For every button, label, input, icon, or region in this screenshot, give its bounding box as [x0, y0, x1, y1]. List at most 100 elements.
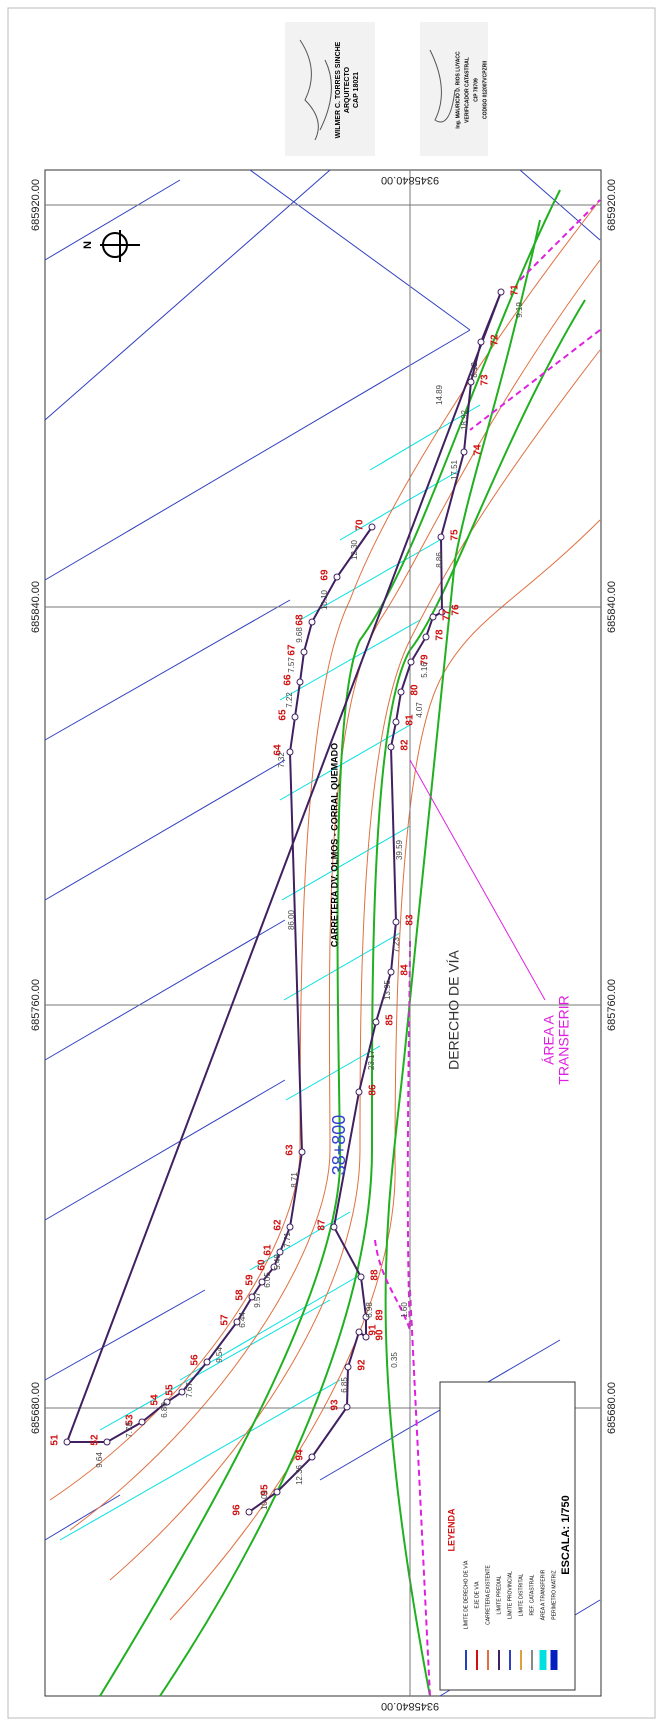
legend-item: CARRETERA EXISTENTE: [485, 1564, 491, 1624]
point-label: 51: [50, 1434, 61, 1446]
point-marker: [296, 678, 304, 686]
north-letter: N: [82, 241, 94, 249]
distance-label: 6.80: [160, 1402, 169, 1418]
coord-label: 685680.00: [606, 1382, 618, 1434]
signature-text: CIP 78709: [473, 78, 479, 102]
point-label: 71: [510, 284, 521, 296]
point-marker: [273, 1488, 281, 1496]
distance-label: 8.71: [290, 1172, 299, 1188]
point-marker: [344, 1363, 352, 1371]
distance-label: 9.54: [215, 1347, 224, 1363]
point-marker: [407, 658, 415, 666]
point-label: 60: [257, 1259, 268, 1271]
point-marker: [497, 288, 505, 296]
right-of-way: DERECHO DE VÍA: [446, 949, 462, 1069]
distance-label: 7.22: [285, 692, 294, 708]
point-label: 65: [278, 709, 289, 721]
coord-label: 685840.00: [606, 581, 618, 633]
signature-text: CAP 18021: [353, 72, 360, 108]
point-marker: [357, 1273, 365, 1281]
point-label: 90: [375, 1329, 386, 1341]
road-edges: [99, 189, 586, 1697]
point-marker: [355, 1328, 363, 1336]
point-label: 69: [320, 569, 331, 581]
distance-label: 6.85: [340, 1377, 349, 1393]
leader-line: [409, 759, 546, 1001]
signature-box: [285, 22, 375, 156]
legend-title: LEYENDA: [446, 1508, 456, 1552]
point-label: 87: [317, 1219, 328, 1231]
point-label: 56: [190, 1354, 201, 1366]
point-marker: [258, 1278, 266, 1286]
signature-box: [420, 22, 488, 156]
distance-label: 23.17: [367, 1049, 376, 1070]
point-marker: [178, 1388, 186, 1396]
distance-label: 17.51: [450, 459, 459, 480]
point-label: 80: [410, 684, 421, 696]
distance-label: 4.07: [415, 702, 424, 718]
point-label: 64: [273, 744, 284, 756]
point-label: 91: [368, 1324, 379, 1336]
distance-label: 9.57: [253, 1292, 262, 1308]
point-marker: [286, 748, 294, 756]
signature-text: VERIFICADOR CATASTRAL: [464, 57, 470, 123]
point-label: 81: [405, 714, 416, 726]
point-marker: [362, 1333, 370, 1341]
distance-label: 7.32: [277, 752, 286, 768]
distance-label: 5.48: [273, 1254, 282, 1270]
point-marker: [343, 1403, 351, 1411]
signature-text: CODIGO 012007VCPZRII: [482, 60, 488, 119]
coord-label: 9345840.00: [381, 174, 439, 186]
legend-item: LÍMITE PROVINCIAL: [506, 1571, 513, 1619]
distance-label: 7.67: [185, 1382, 194, 1398]
point-label: 53: [125, 1414, 136, 1426]
legend-item: REF. CATASTRAL: [529, 1574, 535, 1615]
distance-label: 10.10: [320, 589, 329, 610]
property-boundary: [65, 291, 502, 1513]
legend-item: LÍMITE PREDIAL: [495, 1575, 502, 1614]
point-label: 85: [385, 1014, 396, 1026]
point-label: 70: [355, 519, 366, 531]
distance-label: 8.12: [470, 362, 479, 378]
point-marker: [245, 1508, 253, 1516]
distance-label: 6.44: [238, 1312, 247, 1328]
point-label: 72: [490, 334, 501, 346]
distance-label: 1.60: [400, 1302, 409, 1318]
point-label: 86: [368, 1084, 379, 1096]
point-label: 58: [235, 1289, 246, 1301]
point-marker: [437, 533, 445, 541]
distance-label: 12.30: [350, 539, 359, 560]
coord-label: 685840.00: [30, 581, 42, 633]
hatch: [59, 404, 481, 1541]
point-marker: [103, 1438, 111, 1446]
point-marker: [477, 338, 485, 346]
legend-item: LÍMITE DISTRITAL: [517, 1573, 524, 1616]
legend-item: LÍMITE DE DERECHO DE VÍA: [462, 1560, 469, 1629]
point-label: 77: [442, 609, 453, 621]
point-marker: [422, 633, 430, 641]
point-marker: [429, 613, 437, 621]
distance-label: 10.01: [260, 1489, 269, 1510]
point-label: 96: [232, 1504, 243, 1516]
distance-label: 8.86: [435, 552, 444, 568]
point-label: 63: [285, 1144, 296, 1156]
coord-label: 685920.00: [30, 179, 42, 231]
distance-label: 0.35: [390, 1352, 399, 1368]
point-label: 75: [450, 529, 461, 541]
coord-label: 9345840.00: [381, 1700, 439, 1712]
distance-label: 6.98: [365, 1302, 374, 1318]
distance-label: 6.05: [263, 1272, 272, 1288]
point-label: 55: [165, 1384, 176, 1396]
transfer-boundary: [409, 199, 601, 1697]
coord-label: 685760.00: [30, 979, 42, 1031]
point-marker: [63, 1438, 71, 1446]
point-label: 83: [405, 914, 416, 926]
area-label: ÁREA A: [541, 1014, 557, 1064]
area-label: TRANSFERIR: [556, 995, 572, 1084]
point-marker: [248, 1293, 256, 1301]
station-label: 38+800: [329, 1115, 349, 1176]
distance-label: 7.23: [392, 937, 401, 953]
signature-scribble: [299, 39, 332, 141]
point-marker: [300, 648, 308, 656]
